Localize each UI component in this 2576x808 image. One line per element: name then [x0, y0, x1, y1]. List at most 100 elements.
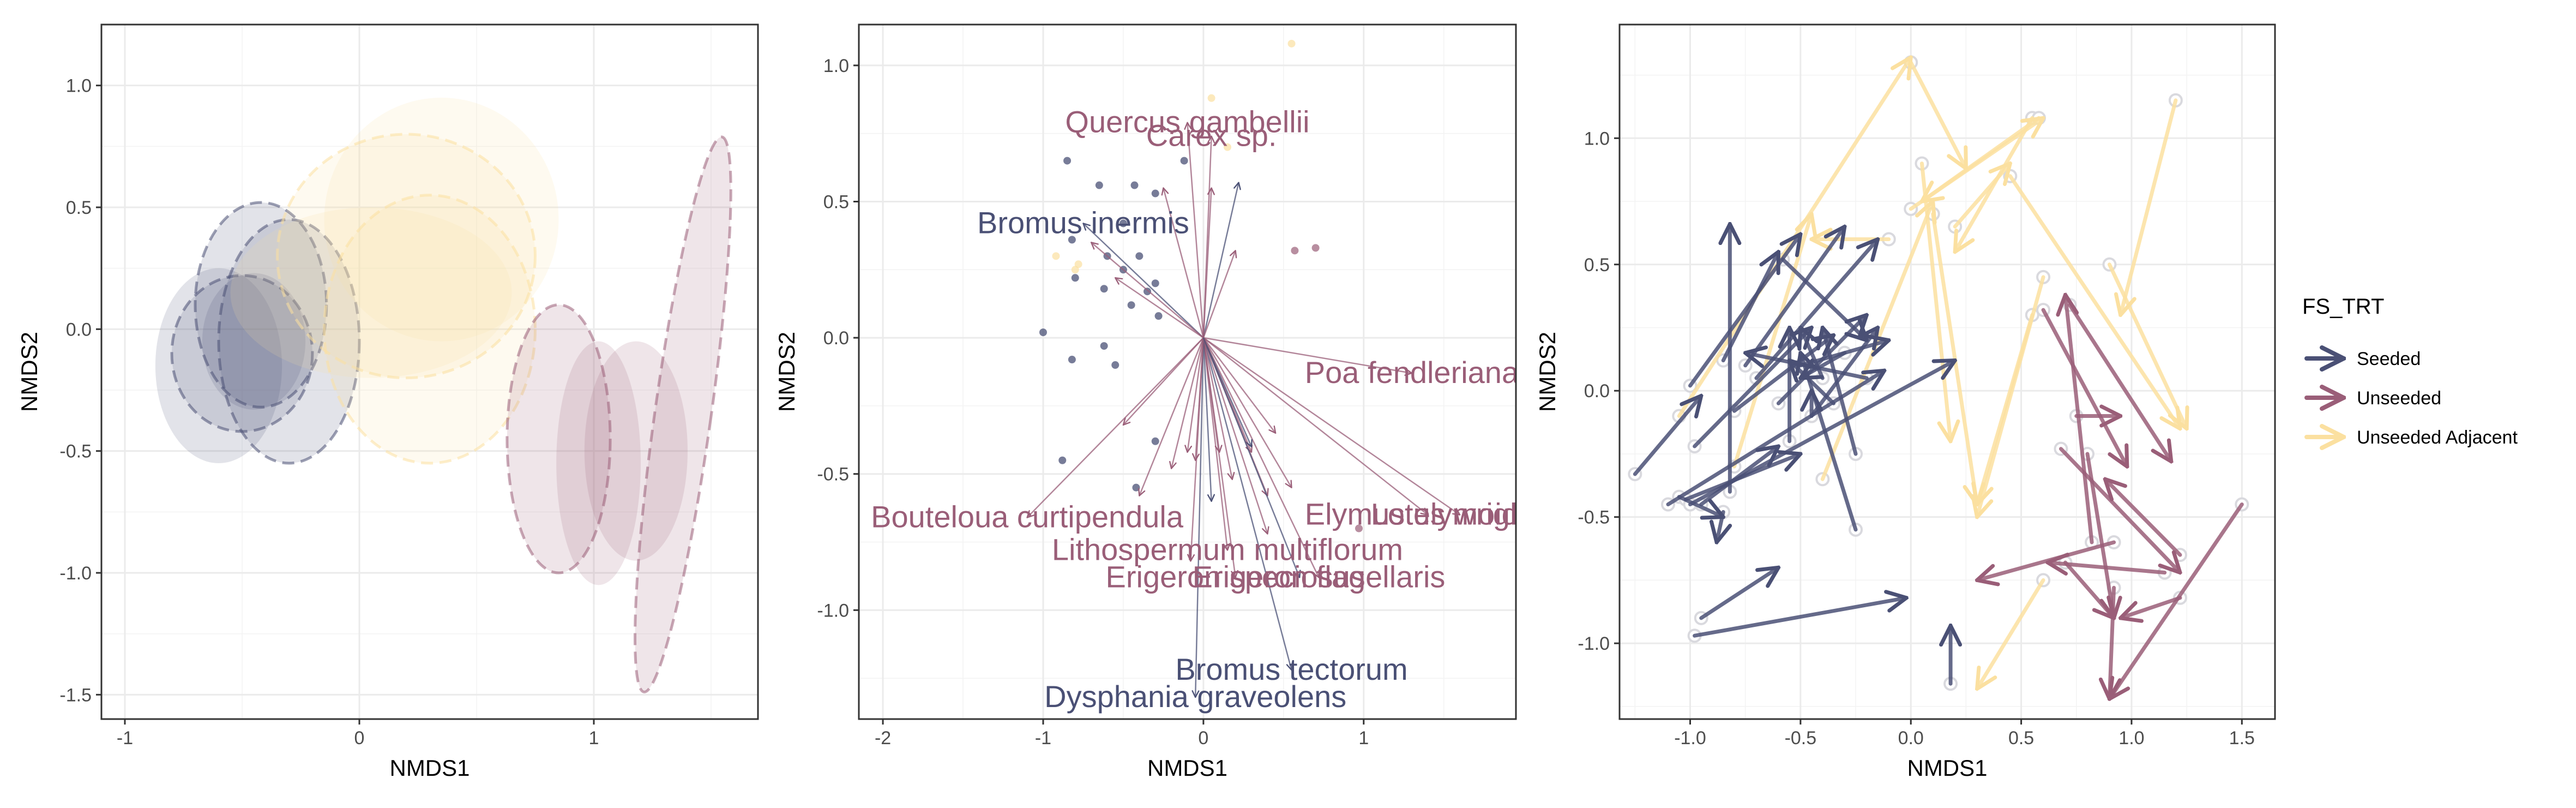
species-label: Carex sp.	[1146, 118, 1277, 153]
trajectory-arrow	[2121, 98, 2178, 315]
species-vector	[1188, 123, 1205, 338]
species-vector	[1123, 337, 1204, 425]
x-tick-label: -1	[1035, 728, 1051, 749]
legend-entry-label: Unseeded Adjacent	[2357, 427, 2518, 448]
ellipse-unseeded-adjacent	[276, 133, 537, 380]
species-vector	[1203, 337, 1412, 373]
y-axis-label: NMDS2	[1534, 332, 1560, 412]
species-vector	[1202, 337, 1268, 534]
species-vector	[1202, 188, 1212, 338]
x-tick-label: -1	[117, 728, 133, 749]
ellipse-unseeded	[505, 303, 612, 574]
site-point	[1151, 437, 1159, 445]
ellipse-unseeded	[556, 341, 641, 585]
trajectory-arrow	[2109, 585, 2114, 699]
trajectory-arrow	[2068, 303, 2171, 462]
site-point	[1291, 247, 1299, 255]
y-tick-label: 0.5	[1584, 255, 1610, 276]
trajectory-arrow	[1699, 446, 1779, 507]
species-vector	[1195, 338, 1205, 697]
species-vector	[1083, 223, 1204, 339]
site-point	[1180, 157, 1188, 165]
y-tick-label: -0.5	[59, 441, 92, 462]
species-vector	[1188, 337, 1205, 452]
site-point	[1068, 356, 1076, 364]
y-tick-label: 0.5	[66, 197, 92, 218]
y-tick-label: 1.0	[823, 56, 849, 76]
trajectory-arrow	[1780, 258, 1867, 340]
species-label: Poa fendleriana	[1305, 355, 1519, 390]
trajectory-arrow	[1717, 510, 1723, 542]
plot-border	[858, 23, 1517, 720]
species-label: Lotus wrightii	[1371, 497, 1549, 531]
site-point	[1058, 456, 1067, 464]
species-vector	[1171, 337, 1205, 469]
trajectory-arrow	[2008, 174, 2180, 429]
trajectory-arrow	[1633, 396, 1701, 476]
x-tick-label: 0.5	[2008, 728, 2034, 749]
arrow-layer	[1628, 56, 2249, 699]
species-vector	[1091, 242, 1204, 339]
species-vector	[1202, 183, 1239, 338]
site-point	[1151, 189, 1159, 197]
ellipse-seeded	[155, 268, 282, 463]
y-tick-label: 1.0	[1584, 128, 1610, 149]
species-label: Bromus inermis	[977, 205, 1189, 240]
y-axis-label: NMDS2	[16, 332, 42, 412]
species-vector	[1202, 337, 1232, 480]
x-tick-label: -2	[875, 728, 891, 749]
species-vector	[1202, 250, 1236, 338]
ellipse-unseeded-adjacent	[230, 207, 512, 378]
ellipse-seeded	[202, 273, 306, 410]
site-point	[1111, 361, 1120, 369]
y-axis-label: NMDS2	[774, 332, 799, 412]
species-vector	[1202, 337, 1319, 577]
trajectory-arrow	[2107, 262, 2187, 429]
legend-entry-label: Unseeded	[2357, 388, 2441, 409]
ellipse-unseeded	[584, 341, 688, 561]
species-label: Bouteloua curtipendula	[871, 500, 1184, 534]
species-vector	[1202, 337, 1292, 488]
site-point	[1095, 181, 1103, 189]
trajectory-arrow	[1801, 353, 1858, 532]
y-tick-label: -0.5	[1578, 507, 1610, 528]
species-label: Bromus tectorum	[1175, 652, 1407, 686]
site-point	[1100, 342, 1108, 350]
ellipse-seeded	[194, 201, 328, 409]
species-vector	[1203, 337, 1428, 514]
species-label: Erigeron speciosus	[1106, 559, 1365, 594]
ellipse-layer	[155, 98, 732, 693]
species-label: Lithospermum multiflorum	[1052, 532, 1403, 566]
trajectory-arrow	[2121, 596, 2182, 618]
species-vector	[1203, 337, 1460, 514]
site-point	[1287, 39, 1296, 47]
x-tick-label: 1.0	[2118, 728, 2144, 749]
x-axis-label: NMDS1	[1147, 755, 1227, 781]
trajectory-arrow	[1754, 239, 1878, 380]
site-point	[1130, 181, 1139, 189]
site-point	[1135, 252, 1143, 260]
species-label: Quercus gambellii	[1065, 105, 1309, 139]
species-vector	[1115, 278, 1204, 339]
x-tick-label: 0	[1198, 728, 1208, 749]
trajectory-arrow	[1977, 578, 2045, 689]
trajectory-arrow	[1919, 161, 1951, 441]
trajectory-arrow	[1953, 164, 2010, 229]
species-vector	[1202, 338, 1212, 501]
plot-background	[101, 25, 758, 719]
plot-border	[100, 23, 759, 720]
site-point	[1100, 285, 1108, 293]
site-point	[1052, 252, 1060, 260]
site-point	[1154, 312, 1163, 320]
y-tick-label: 0.0	[823, 328, 849, 349]
trajectory-arrow	[1822, 327, 1858, 456]
species-label: Erigeron flagellaris	[1193, 559, 1446, 594]
species-vector	[1163, 188, 1205, 338]
x-tick-label: 0	[354, 728, 365, 749]
site-point	[1063, 157, 1072, 165]
x-tick-label: -1.0	[1674, 728, 1706, 749]
plot-border	[1618, 23, 2276, 720]
trajectory-arrow	[1977, 313, 2035, 504]
